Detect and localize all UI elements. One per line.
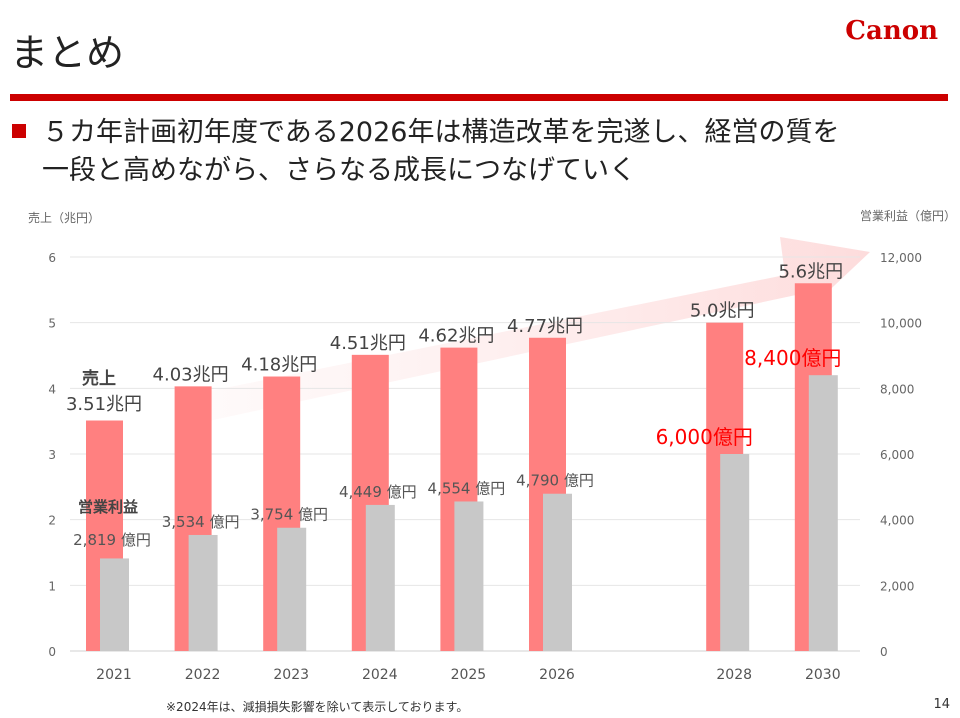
x-tick-label: 2023 bbox=[273, 667, 309, 683]
headline-line-2: 一段と高めながら、さらなる成長につなげていく bbox=[42, 155, 636, 186]
headline: ５カ年計画初年度である2026年は構造改革を完遂し、経営の質を 一段と高めながら… bbox=[42, 114, 942, 190]
y-left-tick-label: 1 bbox=[48, 579, 56, 593]
y-left-tick-label: 3 bbox=[48, 448, 56, 462]
x-tick-label: 2022 bbox=[185, 667, 221, 683]
profit-data-label: 6,000億円 bbox=[656, 425, 753, 449]
legend-sales-label: 売上 bbox=[82, 368, 116, 389]
sales-data-label: 5.0兆円 bbox=[690, 301, 755, 322]
legend-profit-label: 営業利益 bbox=[78, 498, 138, 516]
x-tick-label: 2021 bbox=[96, 667, 132, 683]
title-divider bbox=[10, 94, 948, 101]
slide-title: まとめ bbox=[10, 31, 125, 75]
y-left-tick-label: 6 bbox=[48, 251, 56, 265]
x-tick-label: 2026 bbox=[539, 667, 575, 683]
profit-data-label: 8,400億円 bbox=[744, 346, 841, 370]
profit-bar bbox=[543, 493, 572, 651]
canon-logo: Canon bbox=[845, 16, 938, 46]
x-tick-label: 2024 bbox=[362, 667, 398, 683]
sales-data-label: 4.77兆円 bbox=[507, 316, 583, 337]
sales-data-label: 5.6兆円 bbox=[778, 261, 843, 282]
y-right-tick-label: 8,000 bbox=[880, 382, 914, 396]
footnote: ※2024年は、減損損失影響を除いて表示しております。 bbox=[166, 700, 469, 714]
sales-profit-chart: 0 1 2 3 4 5 6 0 2,000 4,000 6,000 8,000 10,000 12,000… bbox=[28, 209, 956, 683]
y-left-tick-label: 4 bbox=[48, 382, 56, 396]
y-right-tick-label: 4,000 bbox=[880, 514, 914, 528]
profit-data-label: 4,554 億円 bbox=[428, 479, 506, 497]
profit-data-label: 2,819 億円 bbox=[73, 531, 151, 549]
x-tick-label: 2028 bbox=[716, 667, 752, 683]
sales-data-label: 4.62兆円 bbox=[418, 326, 494, 347]
y-left-tick-label: 0 bbox=[48, 645, 56, 659]
sales-data-label: 4.51兆円 bbox=[330, 333, 406, 354]
left-axis-title: 売上（兆円） bbox=[28, 210, 100, 225]
headline-line-1: ５カ年計画初年度である2026年は構造改革を完遂し、経営の質を bbox=[42, 117, 840, 148]
profit-data-label: 4,790 億円 bbox=[516, 472, 594, 490]
profit-bar bbox=[720, 454, 750, 651]
profit-data-label: 3,534 億円 bbox=[162, 513, 240, 531]
sales-data-label: 4.03兆円 bbox=[153, 364, 229, 385]
y-right-tick-label: 10,000 bbox=[880, 317, 922, 331]
bullet-square-icon bbox=[12, 124, 26, 138]
x-tick-label: 2030 bbox=[805, 667, 841, 683]
sales-data-label: 3.51兆円 bbox=[66, 394, 142, 415]
profit-bar bbox=[188, 534, 218, 651]
y-right-tick-label: 0 bbox=[880, 645, 888, 659]
profit-bar bbox=[100, 558, 129, 651]
y-right-tick-label: 12,000 bbox=[880, 251, 922, 265]
right-axis-title: 営業利益（億円） bbox=[860, 209, 956, 223]
profit-data-label: 4,449 億円 bbox=[339, 483, 417, 501]
y-left-tick-label: 2 bbox=[48, 514, 56, 528]
y-left-tick-label: 5 bbox=[48, 317, 56, 331]
profit-bar bbox=[277, 527, 307, 651]
x-tick-label: 2025 bbox=[451, 667, 487, 683]
profit-bar bbox=[454, 501, 484, 651]
page-number: 14 bbox=[933, 697, 950, 712]
y-right-tick-label: 6,000 bbox=[880, 448, 914, 462]
profit-bar bbox=[808, 375, 838, 651]
y-right-tick-label: 2,000 bbox=[880, 579, 914, 593]
profit-bar bbox=[365, 504, 395, 651]
sales-data-label: 4.18兆円 bbox=[241, 355, 317, 376]
profit-data-label: 3,754 億円 bbox=[250, 506, 328, 524]
